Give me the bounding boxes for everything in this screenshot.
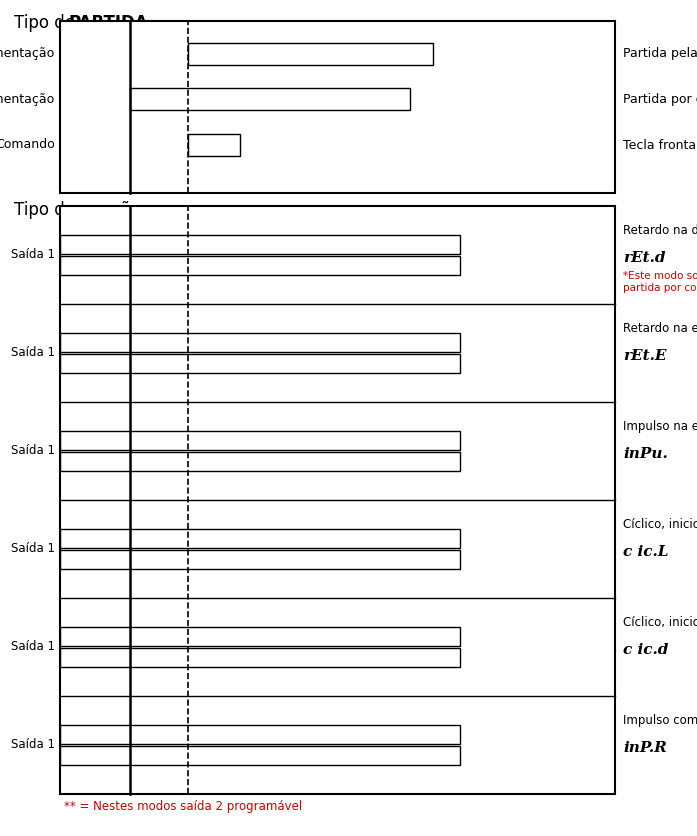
Bar	[60, 21, 615, 193]
Bar	[409, 550, 464, 569]
Text: Saída 1: Saída 1	[11, 248, 55, 262]
Bar	[326, 529, 409, 548]
Bar	[326, 746, 459, 765]
Bar	[188, 43, 433, 65]
Text: Tipo de: Tipo de	[14, 14, 80, 32]
Bar	[60, 627, 459, 646]
Text: t1: t1	[224, 291, 235, 301]
Bar	[459, 529, 464, 548]
Bar	[271, 627, 326, 646]
Text: Saída 1: Saída 1	[11, 445, 55, 457]
Bar	[60, 452, 459, 471]
Bar	[60, 206, 615, 794]
Text: inP.R: inP.R	[623, 741, 667, 755]
Bar	[130, 746, 271, 765]
Text: Impulso com atraso**: Impulso com atraso**	[623, 714, 697, 727]
Bar	[271, 725, 326, 744]
Text: t1: t1	[224, 781, 235, 791]
Text: t2: t2	[293, 585, 305, 595]
Bar	[60, 725, 459, 744]
Text: Comando: Comando	[0, 139, 55, 151]
Bar	[130, 648, 271, 667]
Bar	[188, 431, 271, 450]
Bar	[188, 134, 240, 156]
Bar	[271, 256, 459, 275]
Bar	[409, 627, 464, 646]
Bar	[60, 648, 459, 667]
Bar	[60, 256, 459, 275]
Text: c ic.L: c ic.L	[623, 545, 668, 559]
Bar	[130, 88, 410, 110]
Bar	[188, 235, 271, 254]
Text: Partida pela alimentação: Partida pela alimentação	[623, 48, 697, 60]
Bar	[130, 550, 188, 569]
Bar	[130, 354, 271, 373]
Text: c ic.d: c ic.d	[623, 643, 668, 657]
Text: Tecla frontal e/ou contato externo: Tecla frontal e/ou contato externo	[623, 139, 697, 151]
Bar	[459, 648, 464, 667]
Text: t1: t1	[224, 585, 235, 595]
Text: Alimentação: Alimentação	[0, 93, 55, 105]
Text: Cíclico, inicio desligado**: Cíclico, inicio desligado**	[623, 616, 697, 629]
Text: Saída 1: Saída 1	[11, 738, 55, 752]
Bar	[188, 529, 271, 548]
Text: t1: t1	[224, 487, 235, 497]
Bar	[130, 452, 188, 471]
Text: *Este modo somente na
partida por comando: *Este modo somente na partida por comand…	[623, 271, 697, 293]
Text: Retardo na energização**: Retardo na energização**	[623, 322, 697, 335]
Text: Cíclico, inicio ligado**: Cíclico, inicio ligado**	[623, 518, 697, 531]
Text: t1: t1	[362, 585, 373, 595]
Text: Impulso na energização**: Impulso na energização**	[623, 420, 697, 433]
Text: t1: t1	[224, 683, 235, 693]
Bar	[188, 134, 240, 156]
Text: Partida: Partida	[191, 26, 235, 39]
Bar	[60, 746, 459, 765]
Bar	[271, 333, 351, 352]
Text: t2: t2	[293, 683, 305, 693]
Bar	[60, 529, 459, 548]
Text: inPu.: inPu.	[623, 447, 668, 461]
Text: t2: t2	[431, 585, 443, 595]
Bar	[326, 648, 409, 667]
Bar	[271, 550, 326, 569]
Text: t1: t1	[224, 389, 235, 399]
Text: FUNÇÃO: FUNÇÃO	[68, 201, 146, 222]
Bar	[351, 354, 459, 373]
Text: ** = Nestes modos saída 2 programável: ** = Nestes modos saída 2 programável	[64, 800, 302, 813]
Bar	[60, 354, 459, 373]
Text: PARTIDA: PARTIDA	[68, 14, 148, 32]
Text: Saída 1: Saída 1	[11, 640, 55, 654]
Bar	[60, 550, 459, 569]
Bar	[130, 256, 188, 275]
Bar	[188, 43, 433, 65]
Text: Saída 1: Saída 1	[11, 543, 55, 555]
Text: Retardo na desenergização*/**: Retardo na desenergização*/**	[623, 224, 697, 237]
Text: t1: t1	[362, 683, 373, 693]
Text: rEt.E: rEt.E	[623, 349, 666, 363]
Text: t2: t2	[293, 781, 305, 791]
Text: Saída 1: Saída 1	[11, 346, 55, 359]
Bar	[60, 333, 459, 352]
Text: Tipo de: Tipo de	[14, 201, 80, 219]
Bar	[60, 235, 459, 254]
Text: Alimentação: Alimentação	[0, 48, 55, 60]
Bar	[271, 452, 459, 471]
Text: t2: t2	[431, 683, 443, 693]
Text: Partida por comando: Partida por comando	[623, 93, 697, 105]
Text: rEt.d: rEt.d	[623, 251, 666, 265]
Bar	[130, 88, 410, 110]
Bar	[60, 431, 459, 450]
